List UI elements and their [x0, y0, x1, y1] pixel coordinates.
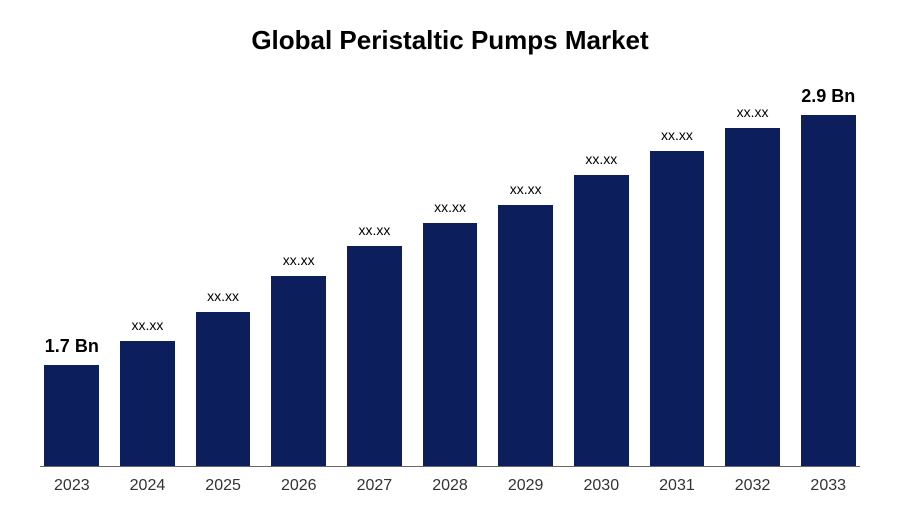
- bar-group: xx.xx: [267, 86, 331, 466]
- bar: [196, 312, 251, 466]
- bar-group: xx.xx: [116, 86, 180, 466]
- x-axis-label: 2027: [343, 477, 407, 495]
- bar-value-label: xx.xx: [132, 317, 164, 333]
- bar-group: xx.xx: [569, 86, 633, 466]
- bar: [120, 341, 175, 466]
- bar-value-label: xx.xx: [661, 127, 693, 143]
- bar-value-label: xx.xx: [585, 151, 617, 167]
- x-axis-label: 2031: [645, 477, 709, 495]
- bar-value-label: 2.9 Bn: [801, 86, 855, 107]
- bar: [574, 175, 629, 466]
- bar-group: xx.xx: [191, 86, 255, 466]
- bar-value-label: xx.xx: [207, 288, 239, 304]
- bar-group: xx.xx: [721, 86, 785, 466]
- bar-group: xx.xx: [494, 86, 558, 466]
- x-axis-label: 2029: [494, 477, 558, 495]
- bar-value-label: xx.xx: [434, 199, 466, 215]
- bar: [423, 223, 478, 466]
- x-axis-label: 2033: [796, 477, 860, 495]
- bar-value-label: xx.xx: [737, 104, 769, 120]
- x-axis-label: 2024: [116, 477, 180, 495]
- bar-group: 2.9 Bn: [796, 86, 860, 466]
- bar-group: xx.xx: [418, 86, 482, 466]
- bar: [271, 276, 326, 466]
- bar-group: xx.xx: [343, 86, 407, 466]
- bar: [725, 128, 780, 466]
- bar-value-label: 1.7 Bn: [45, 336, 99, 357]
- chart-title: Global Peristaltic Pumps Market: [40, 25, 860, 56]
- x-axis-label: 2026: [267, 477, 331, 495]
- bar: [650, 151, 705, 466]
- bar-group: 1.7 Bn: [40, 86, 104, 466]
- x-axis-label: 2030: [569, 477, 633, 495]
- bar: [498, 205, 553, 466]
- x-axis-label: 2025: [191, 477, 255, 495]
- chart-container: Global Peristaltic Pumps Market 1.7 Bn xx…: [0, 0, 900, 525]
- bar: [44, 365, 99, 466]
- x-axis-label: 2028: [418, 477, 482, 495]
- x-axis: 2023 2024 2025 2026 2027 2028 2029 2030 2031 2032…: [40, 477, 860, 495]
- x-axis-label: 2023: [40, 477, 104, 495]
- chart-area: 1.7 Bn xx.xx xx.xx xx.xx xx.xx xx.xx xx.xx xx.x…: [40, 86, 860, 467]
- bar-group: xx.xx: [645, 86, 709, 466]
- x-axis-label: 2032: [721, 477, 785, 495]
- bar-value-label: xx.xx: [510, 181, 542, 197]
- bar: [347, 246, 402, 466]
- bar-value-label: xx.xx: [283, 252, 315, 268]
- bar-value-label: xx.xx: [358, 222, 390, 238]
- bar: [801, 115, 856, 466]
